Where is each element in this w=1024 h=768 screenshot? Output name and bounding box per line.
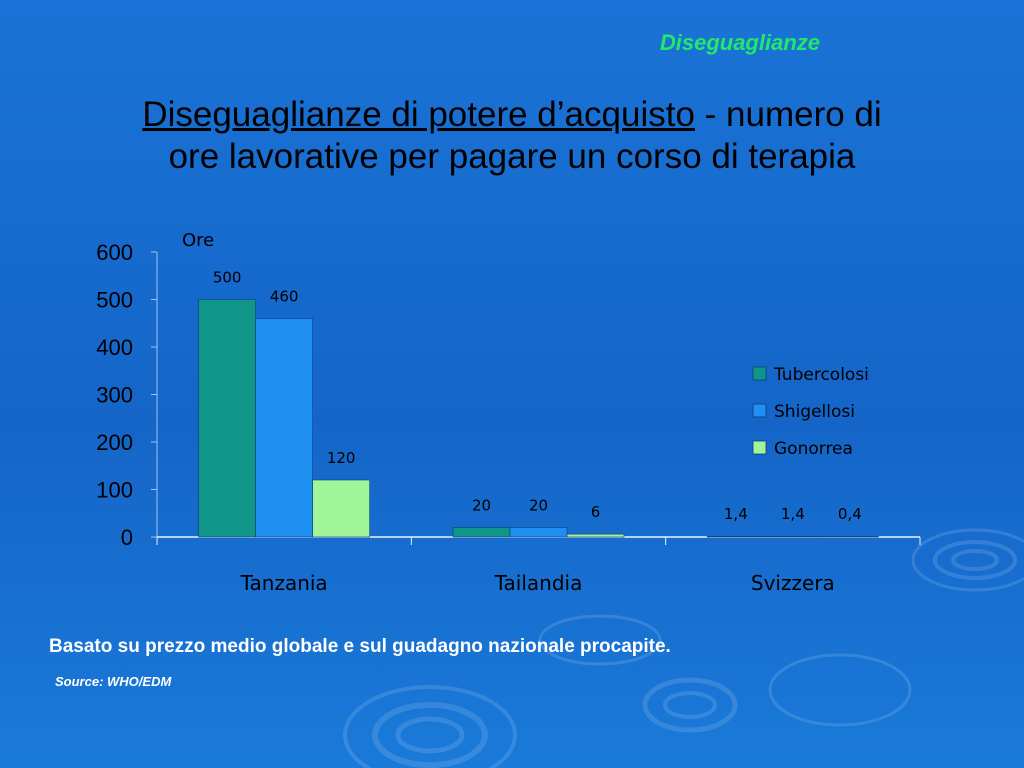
bar-gonorrea-tailandia [566,533,625,538]
bar-gonorrea-svizzera [821,536,879,538]
data-label: 1,4 [724,505,748,523]
y-tick-label: 0 [121,525,133,550]
bar-tubercolosi-svizzera [707,536,765,538]
y-tick-label: 400 [96,335,133,360]
slide-title: Diseguaglianze di potere d’acquisto - nu… [0,94,1024,178]
bar-tubercolosi-tailandia [452,527,511,538]
title-line-1: Diseguaglianze di potere d’acquisto - nu… [0,94,1024,136]
legend-swatch-tubercolosi [752,366,767,381]
y-tick-label: 300 [96,383,133,408]
legend-swatch-shigellosi [752,403,767,418]
data-label: 6 [591,503,601,521]
bar-shigellosi-svizzera [764,536,822,538]
title-line-2: ore lavorative per pagare un corso di te… [168,137,856,176]
title-rest: - numero di [694,95,882,134]
header-tag: Diseguaglianze [659,30,820,55]
legend-label-tubercolosi: Tubercolosi [773,365,869,385]
title-underlined: Diseguaglianze di potere d’acquisto [142,95,695,134]
bar-shigellosi-tailandia [509,527,568,538]
legend-swatch-gonorrea [752,440,767,455]
y-tick-label: 600 [96,240,133,265]
legend-label-gonorrea: Gonorrea [774,439,853,459]
y-axis-title: Ore [182,230,214,251]
data-label: 460 [270,288,299,306]
source-note: Source: WHO/EDM [55,674,172,689]
bar-tubercolosi-tanzania [198,299,256,538]
data-label: 0,4 [838,505,862,523]
y-tick-label: 200 [96,430,133,455]
y-tick-label: 500 [96,288,133,313]
data-label: 20 [472,497,491,515]
data-label: 1,4 [781,505,805,523]
category-label-tanzania: Tanzania [240,571,328,595]
bar-gonorrea-tanzania [312,479,370,538]
category-label-svizzera: Svizzera [751,571,835,595]
footnote: Basato su prezzo medio globale e sul gua… [49,636,671,657]
legend-label-shigellosi: Shigellosi [774,402,855,422]
data-label: 20 [529,497,548,515]
data-label: 500 [213,269,242,287]
bar-shigellosi-tanzania [255,318,313,538]
data-label: 120 [327,449,356,467]
category-label-tailandia: Tailandia [494,571,583,595]
y-tick-label: 100 [96,478,133,503]
